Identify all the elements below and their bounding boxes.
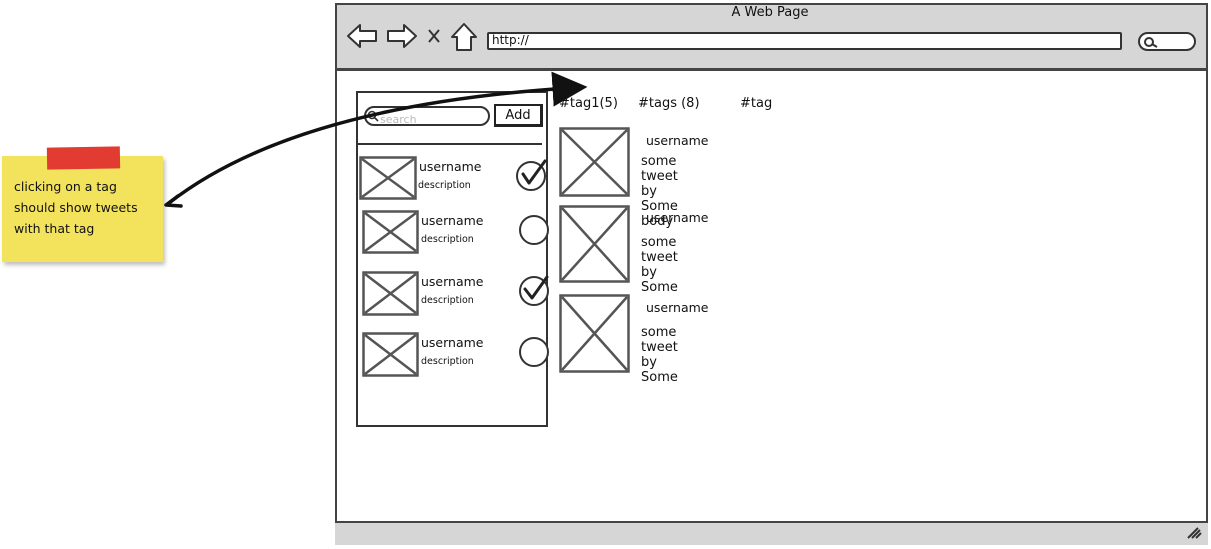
tweet-image-placeholder [559,127,630,197]
sticky-note [2,156,163,262]
tweet-text: some tweet by Some [641,235,678,295]
user-description: description [421,295,474,306]
user-name: username [419,159,482,174]
sticky-note-text: clicking on a tag should show tweets wit… [14,179,138,236]
follow-checkbox-checked[interactable] [515,159,549,193]
user-search-input[interactable] [380,111,476,128]
close-icon[interactable] [426,27,442,45]
follow-checkbox[interactable] [517,335,551,369]
home-icon[interactable] [450,22,478,52]
user-name: username [421,274,484,289]
panel-divider [358,143,542,145]
follow-checkbox-checked[interactable] [517,273,551,307]
tag-link[interactable]: #tag [740,96,773,111]
sticky-note-tape [46,146,121,170]
user-name: username [421,213,484,228]
tweet-username: username [646,300,709,315]
address-bar[interactable] [487,32,1122,50]
tweet-username: username [646,210,709,225]
add-button[interactable]: Add [494,104,543,127]
page-title: A Web Page [731,5,809,20]
avatar-placeholder [362,271,419,316]
forward-arrow-icon[interactable] [385,22,419,50]
avatar-placeholder [362,332,419,377]
tweet-username: username [646,133,709,148]
address-bar-text: http:// [492,33,529,47]
tweet-image-placeholder [559,205,630,283]
user-description: description [421,356,474,367]
tag-link[interactable]: #tag1(5) [559,96,618,111]
browser-search-field[interactable] [1138,32,1196,51]
user-description: description [418,180,471,191]
avatar-placeholder [362,210,419,254]
user-description: description [421,234,474,245]
tweet-image-placeholder [559,294,630,373]
status-bar [335,521,1208,545]
search-icon [1144,37,1158,48]
tweet-text: some tweet by Some body [641,154,678,229]
back-arrow-icon[interactable] [345,22,379,50]
tweet-text: some tweet by Some [641,325,678,385]
follow-checkbox[interactable] [517,213,551,247]
user-name: username [421,335,484,350]
search-icon [367,110,379,122]
tag-link[interactable]: #tags (8) [638,96,700,111]
avatar-placeholder [359,156,417,200]
user-search-field[interactable] [364,106,490,128]
resize-grip-icon[interactable] [1186,526,1202,540]
